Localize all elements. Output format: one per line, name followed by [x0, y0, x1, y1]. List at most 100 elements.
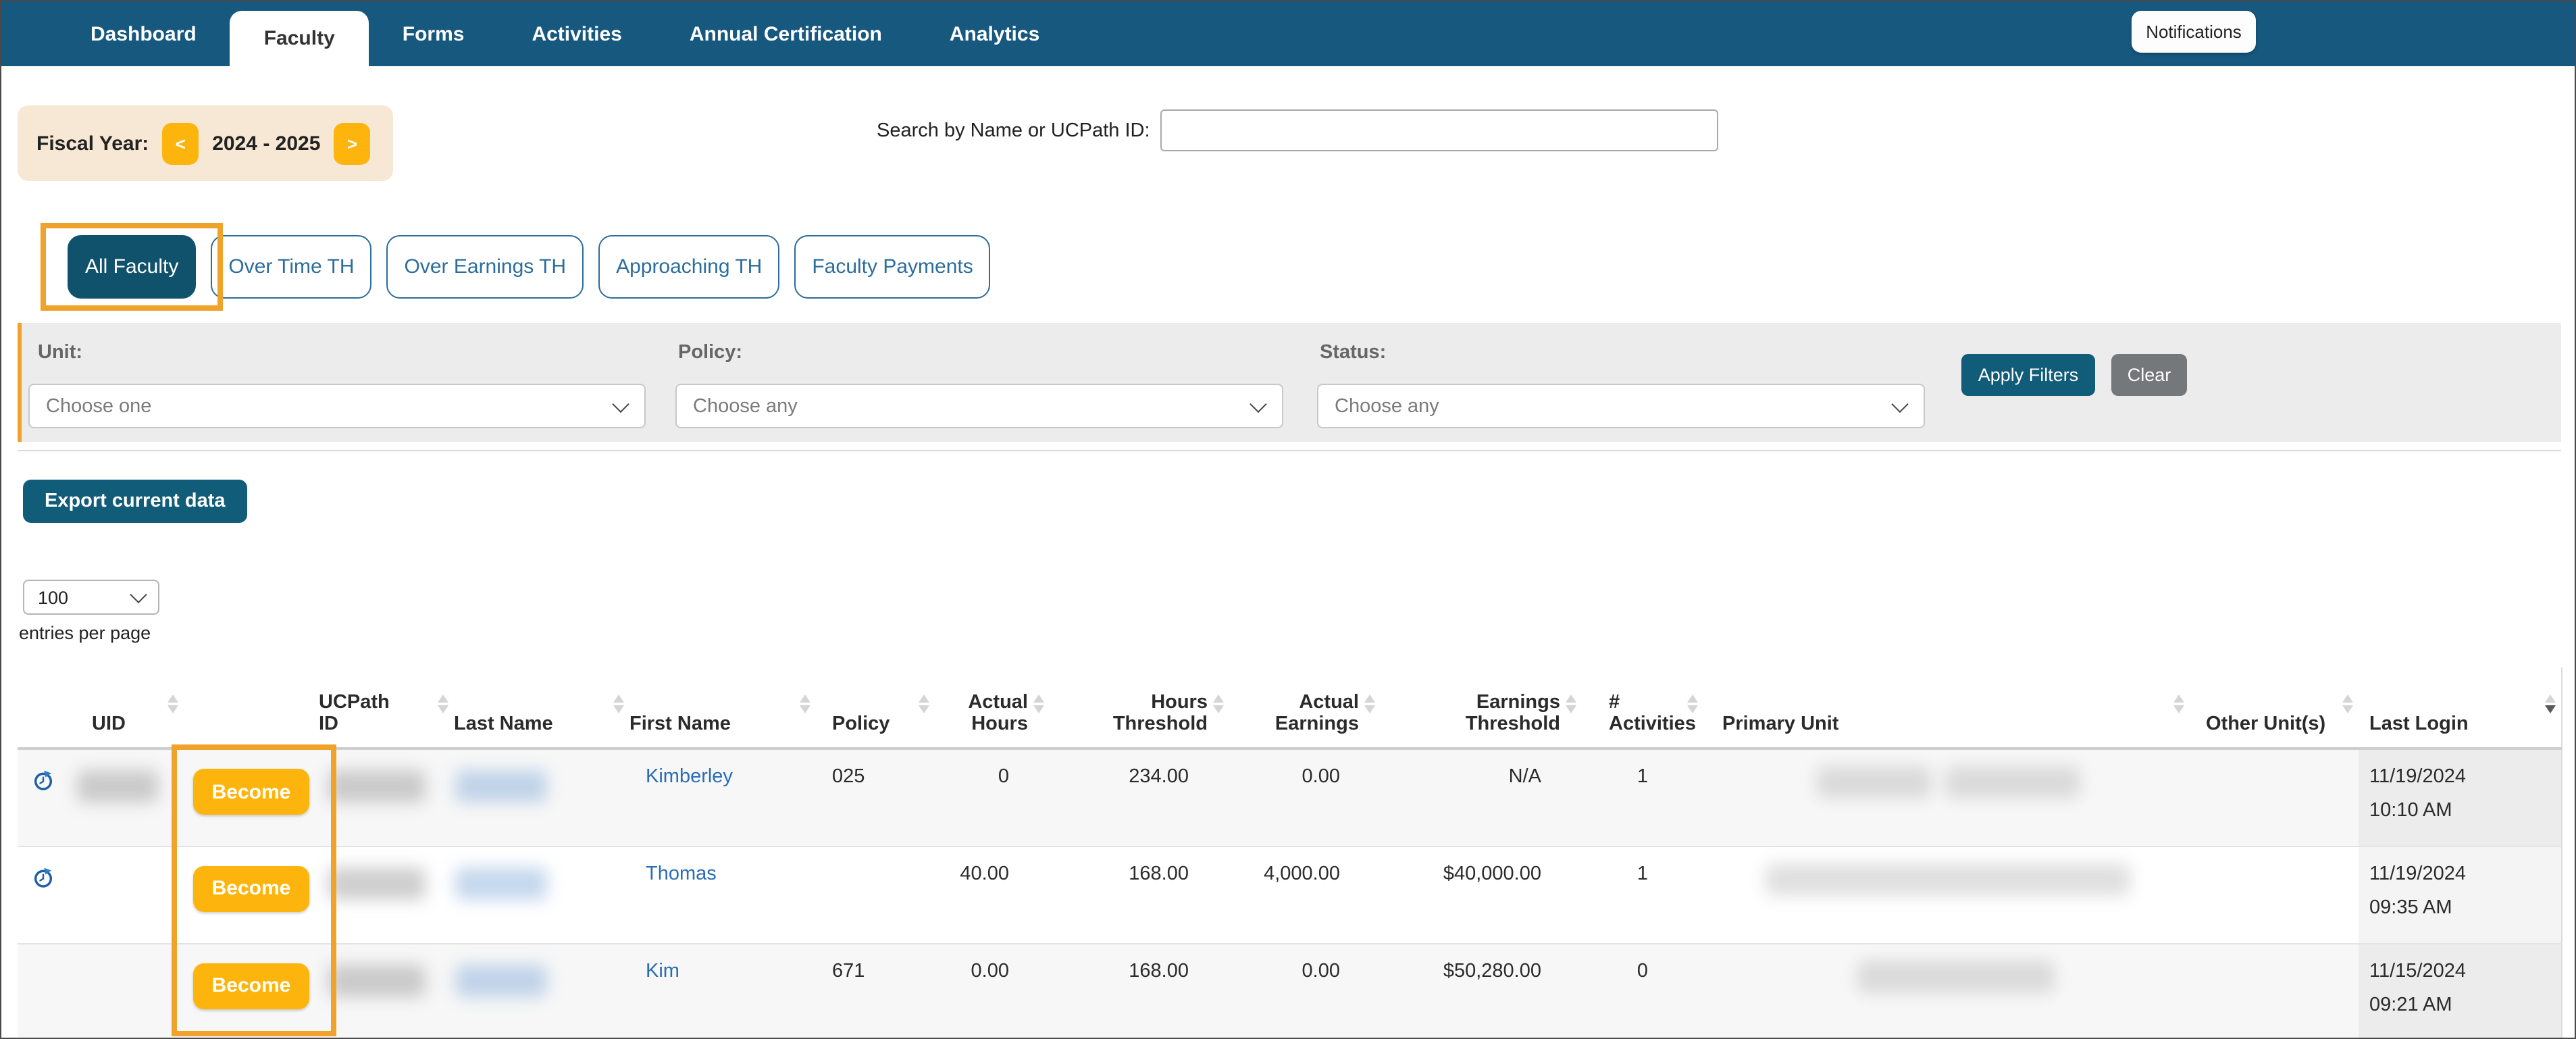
status-dropdown[interactable]: Choose any: [1317, 384, 1925, 428]
uid-cell: [72, 943, 184, 1039]
nav-item-annual-certification[interactable]: Annual Certification: [656, 1, 916, 66]
tab-approaching-th[interactable]: Approaching TH: [598, 235, 779, 299]
first-name-link[interactable]: Kimberley: [646, 766, 733, 788]
header-other-units[interactable]: Other Unit(s): [2190, 667, 2359, 749]
nav-item-faculty[interactable]: Faculty: [230, 11, 369, 66]
first-name-link[interactable]: Kim: [646, 960, 679, 982]
hours-threshold-cell: 168.00: [1050, 846, 1229, 943]
header-primary-unit[interactable]: Primary Unit: [1703, 667, 2190, 749]
unit-filter-label: Unit:: [38, 342, 82, 363]
redacted-primary-unit: [1817, 766, 1932, 799]
sort-icon: [168, 694, 178, 713]
search-label: Search by Name or UCPath ID:: [877, 120, 1150, 141]
tab-faculty-payments[interactable]: Faculty Payments: [794, 235, 990, 299]
redacted-ucpath-id: [328, 867, 426, 899]
redacted-uid: [77, 770, 158, 803]
uid-cell: [72, 749, 184, 846]
table-header-row: UID UCPath ID Last Name First Name Polic…: [18, 667, 2561, 749]
actual-earnings-cell: 0.00: [1229, 749, 1381, 846]
search-input[interactable]: [1161, 109, 1719, 151]
first-name-cell: Kim: [629, 943, 816, 1039]
become-cell: Become: [184, 943, 319, 1039]
unit-dropdown[interactable]: Choose one: [28, 384, 646, 428]
history-cell: [18, 943, 72, 1039]
header-policy[interactable]: Policy: [816, 667, 935, 749]
table-row: Become Thomas 40.00 168.00 4,000.00 $40,…: [18, 846, 2561, 943]
activities-cell: 1: [1582, 749, 1703, 846]
redacted-last-name-link[interactable]: [455, 964, 547, 996]
activities-cell: 1: [1582, 846, 1703, 943]
ucpath-cell: [319, 846, 454, 943]
notifications-button[interactable]: Notifications: [2132, 11, 2256, 53]
chevron-down-icon: [130, 586, 147, 603]
faculty-table-container: UID UCPath ID Last Name First Name Polic…: [18, 667, 2561, 1039]
tab-over-earnings-th[interactable]: Over Earnings TH: [387, 235, 584, 299]
redacted-last-name-link[interactable]: [455, 867, 547, 899]
earnings-threshold-cell: $50,280.00: [1381, 943, 1582, 1039]
header-first-name[interactable]: First Name: [629, 667, 816, 749]
export-current-data-button[interactable]: Export current data: [23, 480, 247, 523]
header-actual-hours[interactable]: Actual Hours: [935, 667, 1050, 749]
actual-earnings-cell: 4,000.00: [1229, 846, 1381, 943]
page-size-select[interactable]: 100: [23, 580, 159, 615]
header-earnings-threshold[interactable]: Earnings Threshold: [1381, 667, 1582, 749]
sort-icon: [800, 694, 810, 713]
redacted-last-name-link[interactable]: [455, 770, 547, 803]
status-dropdown-value: Choose any: [1335, 395, 1439, 417]
hours-threshold-cell: 168.00: [1050, 943, 1229, 1039]
sort-icon: [2544, 694, 2555, 713]
become-button[interactable]: Become: [193, 865, 309, 911]
uid-cell: [72, 846, 184, 943]
header-uid[interactable]: UID: [72, 667, 184, 749]
last-login-cell: 11/19/202410:10 AM: [2359, 749, 2561, 846]
header-hours-threshold[interactable]: Hours Threshold: [1050, 667, 1229, 749]
actual-hours-cell: 0.00: [935, 943, 1050, 1039]
become-button[interactable]: Become: [193, 769, 309, 815]
first-name-cell: Thomas: [629, 846, 816, 943]
apply-filters-button[interactable]: Apply Filters: [1961, 354, 2095, 396]
last-name-cell: [454, 749, 629, 846]
last-name-cell: [454, 846, 629, 943]
chevron-down-icon: [1891, 395, 1908, 412]
header-last-login[interactable]: Last Login: [2359, 667, 2561, 749]
next-year-button[interactable]: >: [334, 122, 370, 164]
policy-dropdown[interactable]: Choose any: [675, 384, 1283, 428]
tab-all-faculty[interactable]: All Faculty: [68, 235, 196, 299]
sort-icon: [438, 694, 448, 713]
view-tabs: All Faculty Over Time TH Over Earnings T…: [68, 235, 991, 299]
other-units-cell: [2190, 846, 2359, 943]
header-actual-earnings[interactable]: Actual Earnings: [1229, 667, 1381, 749]
history-cell: [18, 846, 72, 943]
first-name-link[interactable]: Thomas: [646, 863, 717, 884]
redacted-primary-unit: [1766, 863, 2130, 895]
previous-year-button[interactable]: <: [162, 122, 199, 164]
ucpath-cell: [319, 749, 454, 846]
header-ucpath-id[interactable]: UCPath ID: [319, 667, 454, 749]
sort-icon: [1213, 694, 1224, 713]
header-activities[interactable]: # Activities: [1582, 667, 1703, 749]
history-clock-icon[interactable]: [32, 867, 54, 894]
tab-over-time-th[interactable]: Over Time TH: [211, 235, 371, 299]
primary-unit-cell: [1703, 943, 2190, 1039]
faculty-table: UID UCPath ID Last Name First Name Polic…: [18, 667, 2562, 1039]
actual-hours-cell: 40.00: [935, 846, 1050, 943]
policy-cell: 025: [816, 749, 935, 846]
history-clock-icon[interactable]: [32, 770, 54, 797]
policy-filter-label: Policy:: [678, 342, 742, 363]
nav-item-analytics[interactable]: Analytics: [916, 1, 1073, 66]
table-row: Become Kim 671 0.00 168.00 0.00 $50,280.…: [18, 943, 2561, 1039]
clear-filters-button[interactable]: Clear: [2111, 354, 2187, 396]
entries-per-page-label: entries per page: [19, 623, 151, 643]
fiscal-year-selector: Fiscal Year: < 2024 - 2025 >: [18, 105, 393, 181]
header-last-name[interactable]: Last Name: [454, 667, 629, 749]
header-become-column: [184, 667, 319, 749]
nav-item-forms[interactable]: Forms: [369, 1, 498, 66]
sort-icon: [2342, 694, 2353, 713]
nav-item-activities[interactable]: Activities: [498, 1, 655, 66]
search-row: Search by Name or UCPath ID:: [877, 109, 1719, 151]
nav-item-dashboard[interactable]: Dashboard: [57, 1, 230, 66]
become-button[interactable]: Become: [193, 963, 309, 1009]
sort-icon: [1566, 694, 1576, 713]
faculty-management-app: Dashboard Faculty Forms Activities Annua…: [0, 0, 2576, 1039]
ucpath-cell: [319, 943, 454, 1039]
